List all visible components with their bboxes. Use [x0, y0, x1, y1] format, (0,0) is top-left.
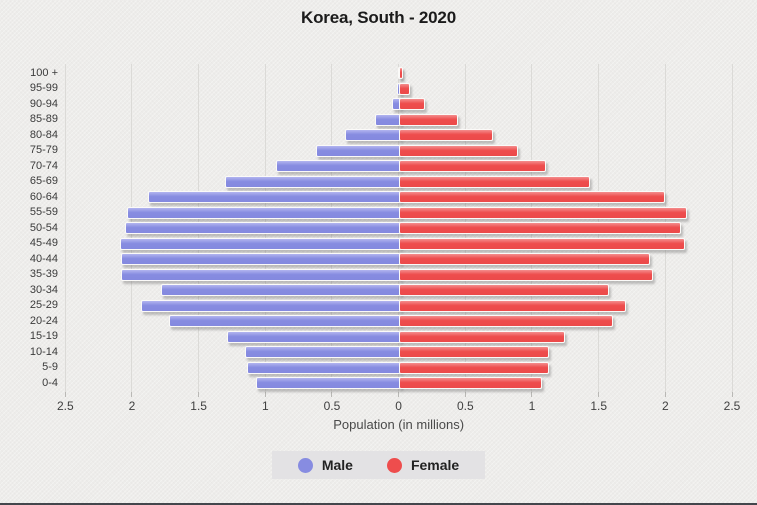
y-axis-label: 40-44	[29, 252, 58, 265]
female-bar	[398, 98, 425, 110]
x-axis-tick	[131, 392, 133, 397]
x-axis-tick	[198, 392, 200, 397]
female-bar	[398, 346, 549, 358]
male-swatch-icon	[297, 457, 313, 473]
female-bar	[398, 82, 410, 95]
chart-title: Korea, South - 2020	[301, 8, 456, 27]
male-bar	[275, 160, 401, 172]
female-bar	[398, 284, 609, 296]
x-tick-label: 1	[528, 399, 536, 413]
x-axis-tick	[598, 392, 600, 397]
male-bar	[225, 175, 401, 188]
y-axis-label: 75-79	[29, 144, 58, 156]
female-bar	[398, 315, 613, 327]
male-bar	[141, 299, 401, 312]
y-axis-label: 95-99	[29, 82, 58, 94]
female-bar	[398, 268, 653, 281]
y-axis-label: 10-14	[29, 345, 58, 358]
legend-box: Male Female	[271, 451, 486, 479]
y-axis-label: 25-29	[29, 299, 58, 311]
female-bar	[398, 361, 549, 374]
x-tick-label: 2	[661, 399, 669, 413]
y-axis-label: 60-64	[29, 190, 58, 203]
x-tick-label: 2.5	[723, 399, 741, 413]
legend-item-male[interactable]: Male	[297, 457, 353, 473]
y-axis-label: 0-4	[42, 376, 58, 389]
male-bar	[245, 346, 401, 358]
female-bar	[398, 222, 681, 234]
y-axis-label: 65-69	[29, 175, 58, 187]
x-axis-tick	[664, 392, 666, 397]
x-tick-label: 2.5	[56, 399, 74, 413]
female-bar	[398, 191, 665, 203]
male-bar	[345, 129, 401, 141]
male-bar	[169, 315, 401, 327]
male-bar	[226, 330, 401, 343]
legend-item-female[interactable]: Female	[386, 457, 460, 473]
x-axis-tick	[331, 392, 333, 397]
x-tick-label: 2	[128, 399, 136, 413]
female-bar	[398, 67, 403, 79]
female-bar	[398, 253, 650, 265]
y-axis-label: 15-19	[29, 330, 58, 342]
female-bar	[398, 330, 565, 343]
x-axis-tick	[731, 392, 733, 397]
male-bar	[374, 113, 401, 126]
female-bar	[398, 144, 518, 157]
male-bar	[126, 206, 401, 219]
female-bar	[398, 299, 626, 312]
male-bar	[161, 284, 401, 296]
y-axis-label: 20-24	[29, 314, 58, 327]
female-bar	[398, 206, 688, 219]
female-bar	[398, 113, 458, 126]
x-tick-label: 0	[395, 399, 402, 413]
gridline	[64, 64, 66, 392]
x-axis-tick	[464, 392, 466, 397]
male-bar	[255, 377, 401, 389]
y-axis-label: 55-59	[29, 206, 58, 218]
x-axis-tick	[264, 392, 266, 397]
y-axis-label: 30-34	[29, 283, 58, 296]
female-bar	[398, 160, 546, 172]
y-axis-label: 70-74	[29, 159, 58, 172]
x-tick-label: 1.5	[590, 399, 607, 413]
y-axis-label: 5-9	[42, 361, 58, 373]
y-axis-label: 100 +	[30, 66, 58, 79]
gridline	[731, 64, 733, 392]
x-tick-label: 1	[261, 399, 269, 413]
female-bar	[398, 377, 542, 389]
male-bar	[121, 253, 401, 265]
female-swatch-icon	[386, 457, 402, 473]
window-bottom-border	[0, 503, 757, 505]
male-bar	[315, 144, 401, 157]
female-bar	[398, 175, 590, 188]
x-axis-title: Population (in millions)	[333, 417, 465, 432]
y-axis-label: 90-94	[29, 97, 58, 110]
male-bar	[246, 361, 401, 374]
x-tick-label: 0.5	[456, 399, 474, 413]
x-axis-tick	[531, 392, 533, 397]
x-axis-tick	[398, 392, 400, 397]
male-bar	[125, 222, 401, 234]
female-bar	[398, 237, 685, 250]
male-bar	[119, 237, 401, 250]
legend: Male Female	[0, 451, 757, 479]
legend-label-female: Female	[410, 457, 460, 473]
x-tick-label: 1.5	[190, 399, 207, 413]
y-axis-label: 85-89	[29, 113, 58, 125]
y-axis-label: 35-39	[29, 268, 58, 280]
y-axis-label: 50-54	[29, 221, 58, 234]
y-axis-label: 80-84	[29, 128, 58, 141]
x-tick-label: 0.5	[323, 399, 341, 413]
legend-label-male: Male	[321, 457, 353, 473]
x-axis-tick	[64, 392, 66, 397]
y-axis-label: 45-49	[29, 237, 58, 249]
female-bar	[398, 129, 493, 141]
male-bar	[147, 191, 401, 203]
male-bar	[121, 268, 401, 281]
